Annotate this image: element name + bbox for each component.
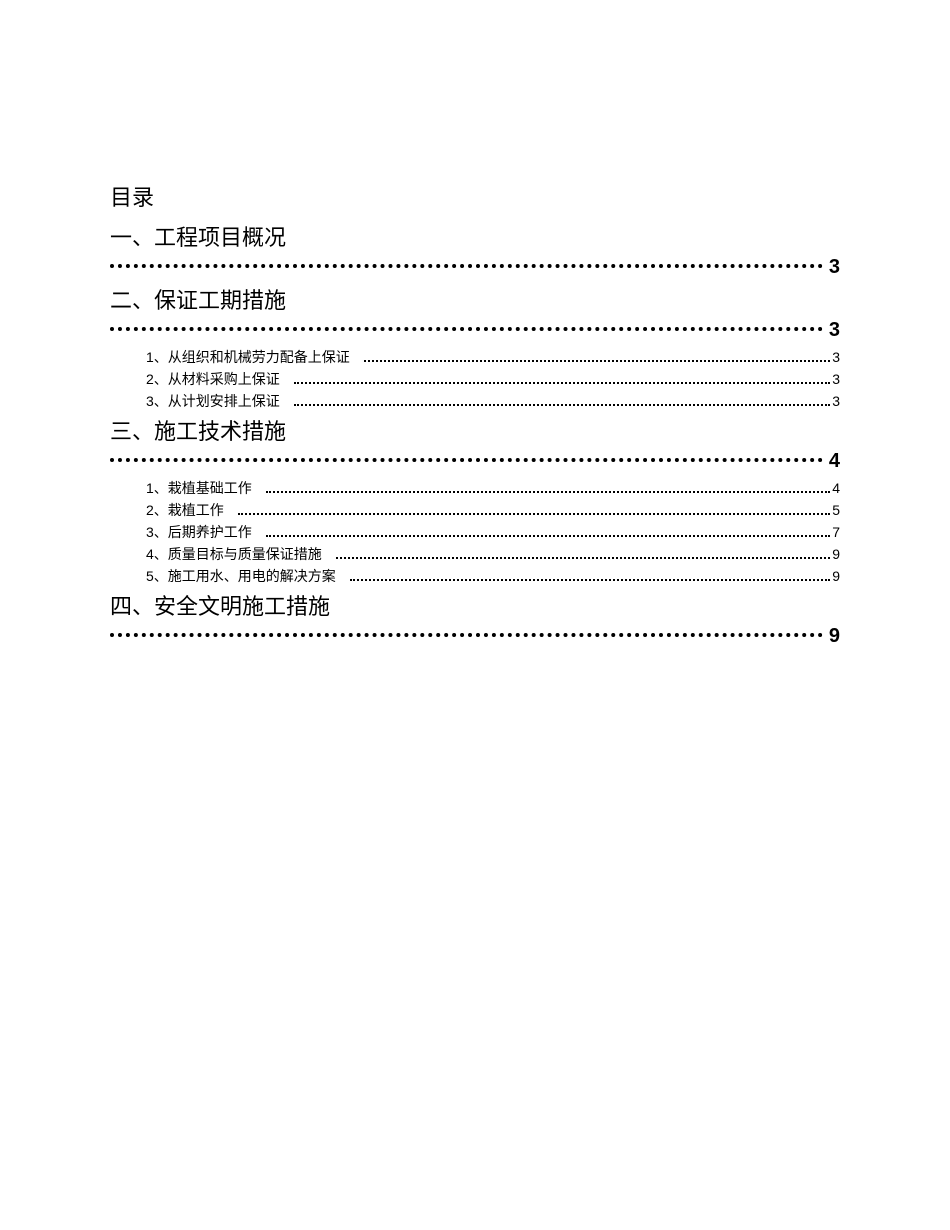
dotted-leader <box>110 327 823 331</box>
section-title: 四、安全文明施工措施 <box>110 589 840 621</box>
dotted-leader-small <box>294 382 830 384</box>
sub-item-page: 9 <box>832 565 840 587</box>
sub-items-list: 1、栽植基础工作 4 2、栽植工作 5 3、后期养护工作 7 4、质量目标与质量… <box>110 477 840 587</box>
sub-item-label: 3、后期养护工作 <box>146 521 266 543</box>
sub-item-page: 4 <box>832 477 840 499</box>
dotted-leader <box>110 264 823 268</box>
section-leader-row: 3 <box>110 319 840 342</box>
sub-item-row: 3、后期养护工作 7 <box>146 521 840 543</box>
dotted-leader-small <box>238 513 830 515</box>
dotted-leader-small <box>350 579 830 581</box>
dotted-leader-small <box>266 535 830 537</box>
sub-item-page: 7 <box>832 521 840 543</box>
sub-item-label: 1、从组织和机械劳力配备上保证 <box>146 346 364 368</box>
toc-title: 目录 <box>110 180 840 212</box>
section-page: 4 <box>829 450 840 473</box>
sub-item-row: 1、栽植基础工作 4 <box>146 477 840 499</box>
sub-item-page: 3 <box>832 390 840 412</box>
sub-item-page: 9 <box>832 543 840 565</box>
section-page: 3 <box>829 319 840 342</box>
section-title: 三、施工技术措施 <box>110 414 840 446</box>
sub-item-label: 3、从计划安排上保证 <box>146 390 294 412</box>
section-title: 一、工程项目概况 <box>110 220 840 252</box>
toc-container: 目录 一、工程项目概况 3 二、保证工期措施 3 1、从组织和机械劳力配备上保证… <box>110 180 840 648</box>
section-leader-row: 9 <box>110 625 840 648</box>
dotted-leader <box>110 633 823 637</box>
sub-item-page: 3 <box>832 346 840 368</box>
dotted-leader-small <box>294 404 830 406</box>
sub-item-row: 3、从计划安排上保证 3 <box>146 390 840 412</box>
sub-item-label: 1、栽植基础工作 <box>146 477 266 499</box>
sub-item-label: 5、施工用水、用电的解决方案 <box>146 565 350 587</box>
sub-item-row: 1、从组织和机械劳力配备上保证 3 <box>146 346 840 368</box>
sub-item-label: 2、栽植工作 <box>146 499 238 521</box>
dotted-leader-small <box>336 557 830 559</box>
sub-item-page: 3 <box>832 368 840 390</box>
dotted-leader <box>110 458 823 462</box>
sub-item-label: 2、从材料采购上保证 <box>146 368 294 390</box>
section-leader-row: 4 <box>110 450 840 473</box>
sub-items-list: 1、从组织和机械劳力配备上保证 3 2、从材料采购上保证 3 3、从计划安排上保… <box>110 346 840 412</box>
sub-item-page: 5 <box>832 499 840 521</box>
section-leader-row: 3 <box>110 256 840 279</box>
dotted-leader-small <box>364 360 830 362</box>
section-page: 9 <box>829 625 840 648</box>
section-title: 二、保证工期措施 <box>110 283 840 315</box>
section-page: 3 <box>829 256 840 279</box>
sub-item-row: 5、施工用水、用电的解决方案 9 <box>146 565 840 587</box>
sub-item-row: 4、质量目标与质量保证措施 9 <box>146 543 840 565</box>
sub-item-row: 2、栽植工作 5 <box>146 499 840 521</box>
sub-item-label: 4、质量目标与质量保证措施 <box>146 543 336 565</box>
dotted-leader-small <box>266 491 830 493</box>
sub-item-row: 2、从材料采购上保证 3 <box>146 368 840 390</box>
